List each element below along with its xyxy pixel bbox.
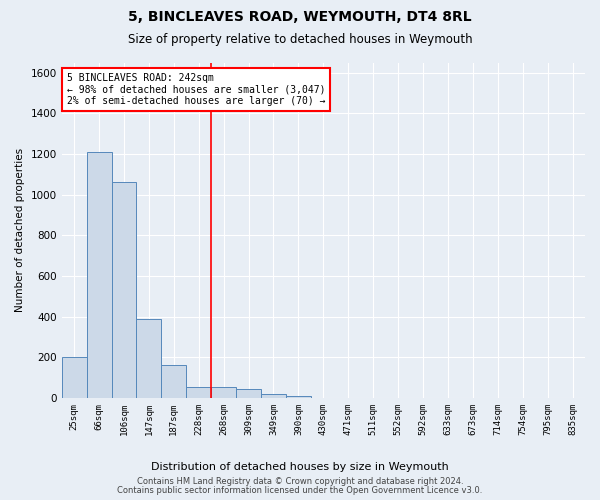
Bar — [211, 386, 236, 398]
Bar — [161, 366, 186, 398]
Bar — [236, 388, 261, 398]
Text: 5, BINCLEAVES ROAD, WEYMOUTH, DT4 8RL: 5, BINCLEAVES ROAD, WEYMOUTH, DT4 8RL — [128, 10, 472, 24]
Bar — [136, 318, 161, 398]
Bar — [261, 394, 286, 398]
Bar — [186, 386, 211, 398]
Text: Contains HM Land Registry data © Crown copyright and database right 2024.: Contains HM Land Registry data © Crown c… — [137, 477, 463, 486]
Text: Distribution of detached houses by size in Weymouth: Distribution of detached houses by size … — [151, 462, 449, 472]
Bar — [286, 396, 311, 398]
Bar — [62, 357, 86, 398]
Bar — [112, 182, 136, 398]
Text: Contains public sector information licensed under the Open Government Licence v3: Contains public sector information licen… — [118, 486, 482, 495]
Text: 5 BINCLEAVES ROAD: 242sqm
← 98% of detached houses are smaller (3,047)
2% of sem: 5 BINCLEAVES ROAD: 242sqm ← 98% of detac… — [67, 72, 325, 106]
Text: Size of property relative to detached houses in Weymouth: Size of property relative to detached ho… — [128, 32, 472, 46]
Bar — [86, 152, 112, 398]
Y-axis label: Number of detached properties: Number of detached properties — [15, 148, 25, 312]
